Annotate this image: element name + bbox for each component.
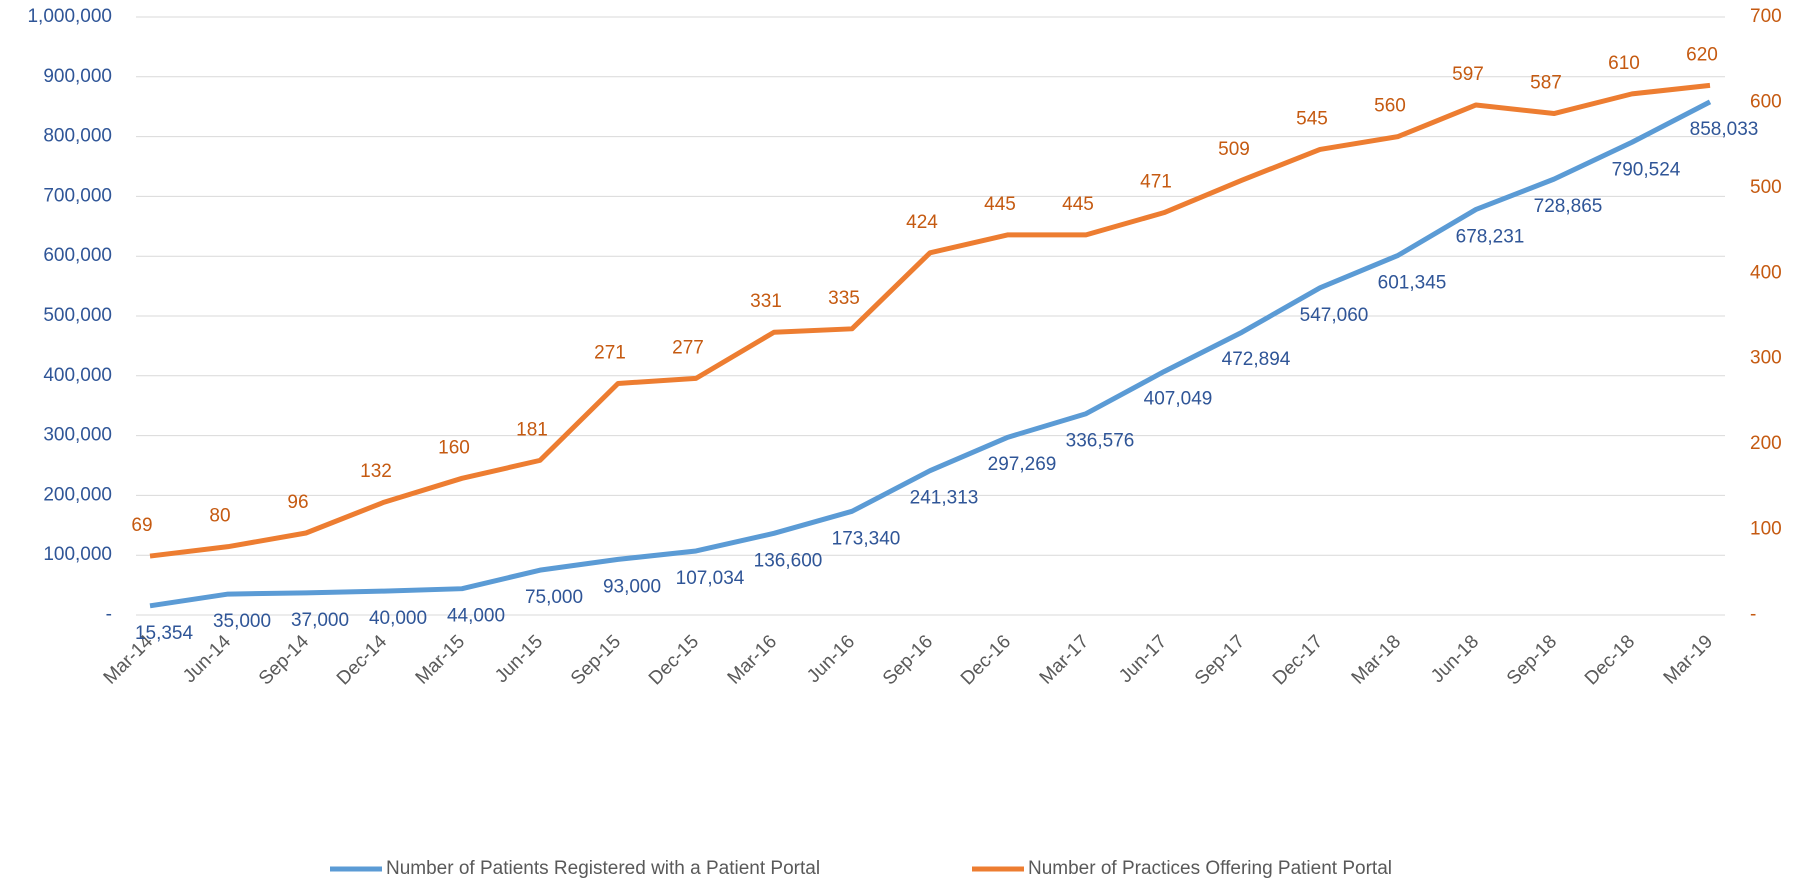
data-label: 271 — [594, 343, 626, 364]
data-label: 445 — [1062, 194, 1094, 215]
x-tick-label: Dec-15 — [645, 631, 703, 689]
data-label: 241,313 — [910, 488, 979, 509]
x-tick-label: Sep-15 — [567, 631, 625, 689]
y2-tick-label: 400 — [1750, 262, 1782, 283]
data-label: 44,000 — [447, 606, 505, 627]
data-label: 560 — [1374, 96, 1406, 117]
x-tick-label: Sep-17 — [1191, 631, 1249, 689]
data-label: 445 — [984, 194, 1016, 215]
data-label: 407,049 — [1144, 389, 1213, 410]
x-tick-label: Jun-15 — [491, 631, 547, 687]
x-tick-label: Mar-15 — [412, 631, 469, 688]
x-tick-label: Sep-18 — [1503, 631, 1561, 689]
x-tick-label: Dec-18 — [1581, 631, 1639, 689]
y2-tick-label: 300 — [1750, 348, 1782, 369]
data-label: 107,034 — [676, 568, 745, 589]
data-label: 335 — [828, 288, 860, 309]
data-label: 424 — [906, 212, 938, 233]
data-label: 790,524 — [1612, 159, 1681, 180]
y-tick-label: 700,000 — [43, 185, 112, 206]
data-label: 472,894 — [1222, 349, 1291, 370]
x-tick-label: Sep-16 — [879, 631, 937, 689]
y-tick-label: 200,000 — [43, 484, 112, 505]
data-label: 181 — [516, 419, 548, 440]
data-label: 728,865 — [1534, 196, 1603, 217]
y2-tick-label: 200 — [1750, 433, 1782, 454]
data-label: 297,269 — [988, 454, 1057, 475]
data-label: 132 — [360, 461, 392, 482]
x-tick-label: Dec-16 — [957, 631, 1015, 689]
y2-tick-label: - — [1750, 604, 1756, 625]
data-label: 509 — [1218, 139, 1250, 160]
data-label: 336,576 — [1066, 431, 1135, 452]
data-label: 545 — [1296, 108, 1328, 129]
x-tick-label: Dec-17 — [1269, 631, 1327, 689]
data-label: 610 — [1608, 53, 1640, 74]
y2-tick-label: 600 — [1750, 91, 1782, 112]
x-tick-label: Mar-18 — [1348, 631, 1405, 688]
y2-tick-label: 100 — [1750, 519, 1782, 540]
y2-tick-label: 500 — [1750, 177, 1782, 198]
y-tick-label: 800,000 — [43, 126, 112, 147]
data-label: 173,340 — [832, 528, 901, 549]
x-tick-label: Mar-17 — [1036, 631, 1093, 688]
data-label: 471 — [1140, 172, 1172, 193]
data-label: 160 — [438, 437, 470, 458]
series-line — [149, 82, 1711, 559]
data-label: 547,060 — [1300, 305, 1369, 326]
y-tick-label: 500,000 — [43, 305, 112, 326]
x-tick-label: Dec-14 — [333, 631, 391, 689]
x-tick-label: Jun-18 — [1427, 631, 1483, 687]
data-label: 93,000 — [603, 576, 661, 597]
data-label: 587 — [1530, 73, 1562, 94]
data-label: 35,000 — [213, 611, 271, 632]
y-tick-label: 600,000 — [43, 245, 112, 266]
data-label: 277 — [672, 337, 704, 358]
data-label: 678,231 — [1456, 226, 1525, 247]
data-label: 69 — [131, 515, 152, 536]
y-tick-label: 900,000 — [43, 66, 112, 87]
x-tick-label: Mar-19 — [1660, 631, 1717, 688]
legend-label: Number of Practices Offering Patient Por… — [1028, 858, 1392, 879]
data-label: 75,000 — [525, 587, 583, 608]
series-line — [149, 99, 1712, 609]
y-tick-label: 400,000 — [43, 365, 112, 386]
data-label: 15,354 — [135, 623, 194, 644]
data-label: 40,000 — [369, 608, 427, 629]
data-label: 601,345 — [1378, 272, 1447, 293]
legend-label: Number of Patients Registered with a Pat… — [386, 858, 820, 879]
data-label: 37,000 — [291, 610, 349, 631]
y-tick-label: 300,000 — [43, 425, 112, 446]
data-label: 96 — [287, 492, 308, 513]
data-label: 597 — [1452, 64, 1484, 85]
y2-tick-label: 700 — [1750, 6, 1782, 27]
data-label: 858,033 — [1690, 119, 1759, 140]
data-label: 136,600 — [754, 550, 823, 571]
data-label: 620 — [1686, 44, 1718, 65]
x-tick-label: Mar-16 — [724, 631, 781, 688]
y-tick-label: - — [106, 604, 112, 625]
x-tick-label: Sep-14 — [255, 631, 313, 689]
x-tick-label: Jun-17 — [1115, 631, 1171, 687]
data-label: 80 — [209, 506, 230, 527]
y-tick-label: 1,000,000 — [27, 6, 112, 27]
data-label: 331 — [750, 291, 782, 312]
x-tick-label: Jun-16 — [803, 631, 859, 687]
y-tick-label: 100,000 — [43, 544, 112, 565]
